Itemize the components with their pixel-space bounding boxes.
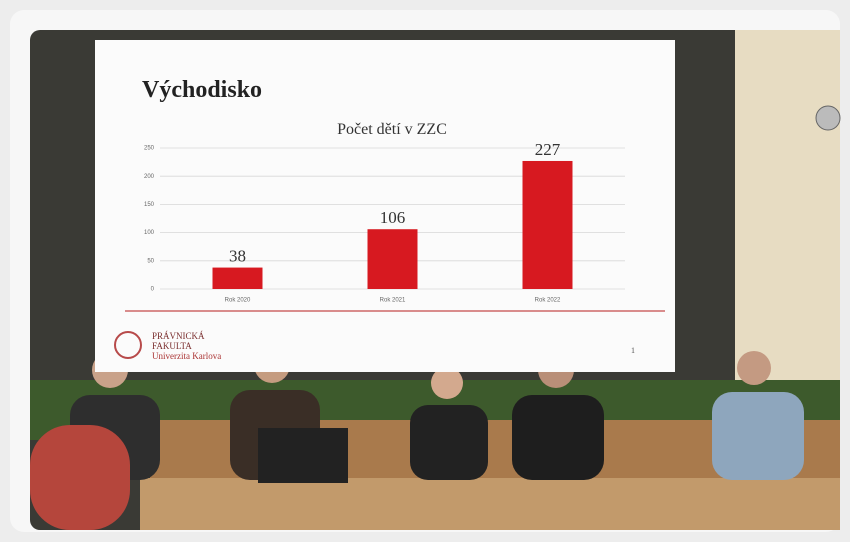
desk — [140, 478, 840, 530]
speaker — [816, 106, 840, 130]
x-tick-label: Rok 2021 — [380, 298, 406, 304]
x-tick-label: Rok 2020 — [225, 298, 251, 304]
slide-heading: Východisko — [142, 77, 262, 103]
x-tick-label: Rok 2022 — [535, 298, 561, 304]
logo-text: FAKULTA — [152, 341, 192, 351]
chart-title: Počet dětí v ZZC — [337, 121, 447, 138]
logo-text: PRÁVNICKÁ — [152, 331, 205, 341]
bar — [368, 229, 418, 289]
page-number: 1 — [631, 346, 635, 355]
y-tick-label: 150 — [144, 202, 155, 208]
value-label: 106 — [380, 208, 406, 227]
bar — [213, 268, 263, 289]
side-wall — [735, 30, 840, 390]
value-label: 227 — [535, 140, 561, 159]
slide: Východisko Počet dětí v ZZC PRÁVNICKÁ FA… — [95, 40, 675, 372]
y-tick-label: 250 — [144, 146, 155, 152]
laptop — [258, 428, 348, 483]
y-tick-label: 50 — [147, 258, 154, 264]
y-tick-label: 100 — [144, 230, 155, 236]
logo-text: Univerzita Karlova — [152, 351, 221, 361]
value-label: 38 — [229, 247, 246, 266]
audience-head — [30, 425, 130, 530]
photo-card: Východisko Počet dětí v ZZC PRÁVNICKÁ FA… — [0, 0, 850, 542]
bar — [523, 161, 573, 289]
page: Východisko Počet dětí v ZZC PRÁVNICKÁ FA… — [0, 0, 850, 542]
y-tick-label: 200 — [144, 174, 155, 180]
